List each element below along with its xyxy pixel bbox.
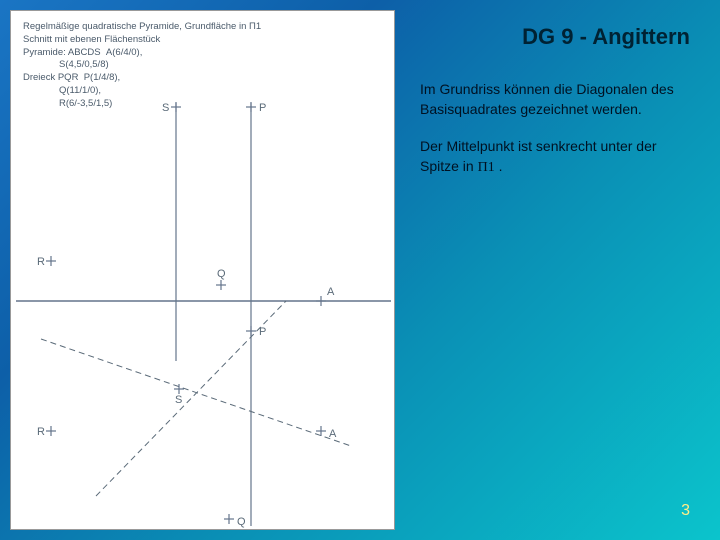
svg-text:S: S [162, 102, 169, 114]
hdr-line5: Dreieck PQR P(1/4/8), [23, 72, 382, 85]
hdr-line1: Regelmäßige quadratische Pyramide, Grund… [23, 21, 382, 34]
hdr-5b: P(1/4/8), [84, 72, 120, 83]
svg-text:A: A [329, 428, 337, 440]
hdr-5a: Dreieck PQR [23, 72, 78, 83]
svg-text:Q: Q [237, 516, 246, 528]
hdr-3a: Pyramide: ABCDS [23, 47, 101, 58]
hdr-line6: Q(11/1/0), [23, 85, 382, 98]
para-2: Der Mittelpunkt ist senkrecht unter der … [420, 137, 690, 177]
para2-pi: Π1 [478, 160, 495, 175]
svg-text:R: R [37, 256, 45, 268]
hdr-line3: Pyramide: ABCDS A(6/4/0), [23, 47, 382, 60]
content-text: Im Grundriss können die Diagonalen des B… [420, 80, 690, 195]
page-number: 3 [681, 502, 690, 520]
diagram-header: Regelmäßige quadratische Pyramide, Grund… [11, 11, 394, 113]
diagram-panel: Regelmäßige quadratische Pyramide, Grund… [10, 10, 395, 530]
hdr-line2: Schnitt mit ebenen Flächenstück [23, 34, 382, 47]
svg-text:Q: Q [217, 268, 226, 280]
slide-title: DG 9 - Angittern [522, 24, 690, 50]
hdr-line4: S(4,5/0,5/8) [23, 59, 382, 72]
svg-text:R: R [37, 426, 45, 438]
para2-a: Der Mittelpunkt ist senkrecht unter der … [420, 138, 657, 174]
hdr-3b: A(6/4/0), [106, 47, 142, 58]
svg-text:P: P [259, 326, 266, 338]
svg-text:S: S [175, 394, 182, 406]
svg-text:P: P [259, 102, 266, 114]
svg-text:A: A [327, 286, 335, 298]
diagram-svg: S P R Q A P S R A Q [11, 101, 396, 531]
para2-c: . [495, 158, 503, 174]
para-1: Im Grundriss können die Diagonalen des B… [420, 80, 690, 119]
